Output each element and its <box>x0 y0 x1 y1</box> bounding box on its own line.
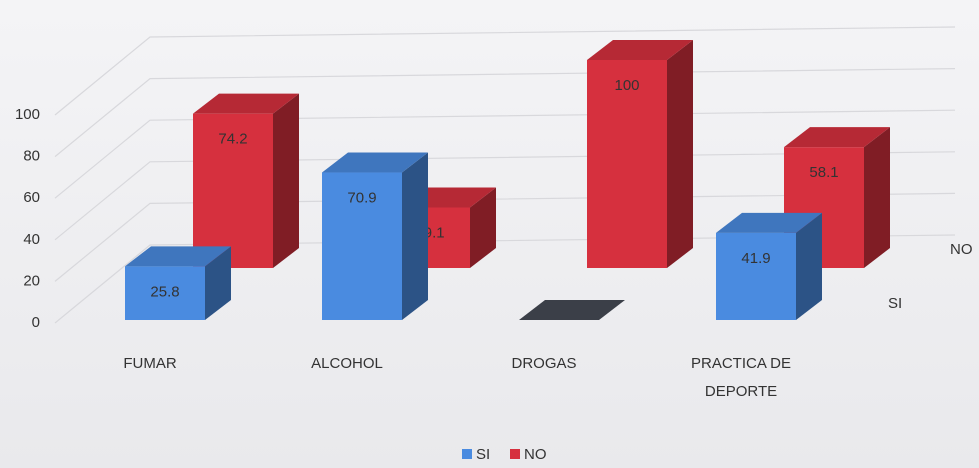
bar <box>322 152 428 320</box>
legend-swatch <box>462 449 472 459</box>
bar-top <box>193 93 299 114</box>
data-label: 74.2 <box>218 131 247 148</box>
bar <box>587 40 693 268</box>
data-label: 58.1 <box>809 164 838 181</box>
bar-side <box>273 93 299 268</box>
x-tick-label: FUMAR <box>123 355 177 372</box>
data-label: 25.8 <box>150 283 179 300</box>
bar <box>716 212 822 320</box>
bar-front <box>322 172 402 320</box>
x-tick-label: PRACTICA DE DEPORTE <box>690 355 792 400</box>
bar-top <box>716 212 822 233</box>
bar <box>519 300 625 320</box>
bar-top <box>322 152 428 173</box>
y-tick-label: 100 <box>15 106 40 123</box>
bar-front <box>587 60 667 268</box>
bar-top <box>784 127 890 148</box>
bar <box>125 246 231 320</box>
bar-side <box>796 212 822 320</box>
y-tick-label: 20 <box>23 272 40 289</box>
y-tick-label: 40 <box>23 231 40 248</box>
legend-swatch <box>510 449 520 459</box>
bar-top <box>519 300 625 320</box>
data-label: 41.9 <box>741 250 770 267</box>
bar-side <box>667 40 693 268</box>
depth-label: SI <box>888 295 902 312</box>
bar-front <box>716 232 796 320</box>
bar-top <box>125 246 231 267</box>
bar <box>193 93 299 268</box>
bar-front <box>193 113 273 268</box>
x-tick-label: ALCOHOL <box>311 355 383 372</box>
bar-side <box>205 246 231 320</box>
bar-front <box>125 266 205 320</box>
data-label: 70.9 <box>347 189 376 206</box>
data-label: 100 <box>614 77 639 94</box>
depth-label: NO <box>950 241 973 258</box>
grid-line <box>54 26 956 116</box>
y-tick-label: 0 <box>32 314 40 331</box>
bar-side <box>864 127 890 268</box>
y-tick-label: 80 <box>23 148 40 165</box>
bar-side <box>470 187 496 268</box>
bar-side <box>402 152 428 320</box>
y-tick-label: 60 <box>23 189 40 206</box>
x-tick-label: DROGAS <box>511 355 577 372</box>
legend-label: SI <box>476 446 490 463</box>
bar-top <box>587 40 693 60</box>
legend-label: NO <box>524 446 547 463</box>
